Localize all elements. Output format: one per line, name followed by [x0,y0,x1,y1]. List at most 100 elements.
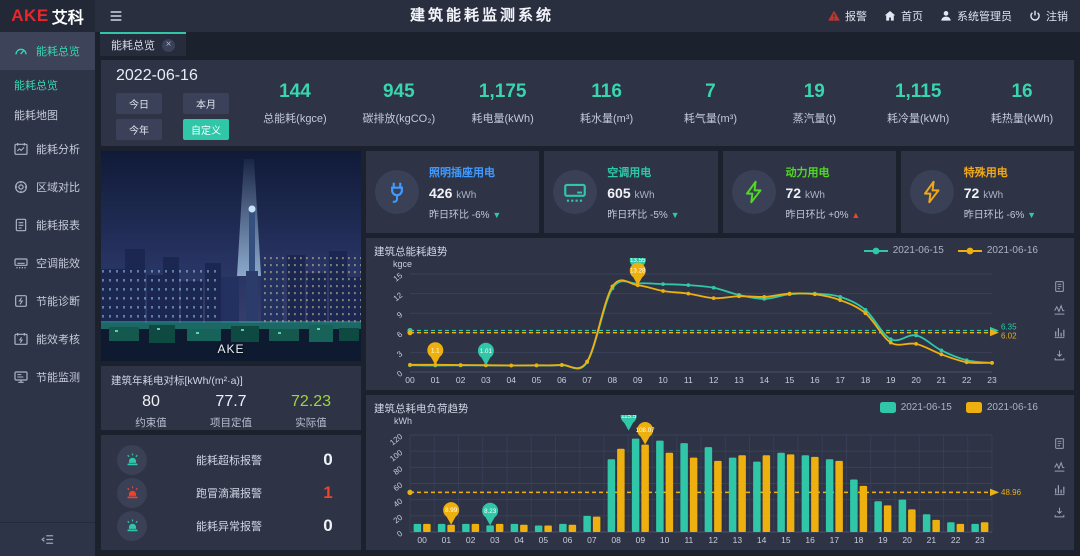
brand-logo: AKE 艾科 [0,0,95,32]
svg-text:14: 14 [760,375,770,385]
usage-cards-row: 照明插座用电 426 kWh 昨日环比 -6% ▼ 空调用电 605 kWh 昨日环比 -… [366,151,1074,233]
svg-text:20: 20 [911,375,921,385]
sidebar-subitem-1[interactable]: 能耗地图 [14,110,58,122]
legend-item-2021-06-16[interactable]: 2021-06-16 [965,402,1038,413]
bar-2021-06-16-16 [811,456,819,532]
usage-card-value: 72 kWh [963,184,1004,201]
bar-2021-06-15-21 [922,514,931,532]
marker-label: 13.28 [630,268,646,275]
sidebar-item-5[interactable]: 节能诊断 [0,282,95,320]
stat-value: 144 [279,80,311,102]
tab-energy-overview[interactable]: 能耗总览 × [100,32,186,56]
hamburger-menu-icon[interactable] [95,0,137,32]
usage-card-title: 特殊用电 [963,166,1008,179]
bar-switch-icon[interactable] [1053,483,1066,496]
period-button-0[interactable]: 今日 [116,92,162,114]
sidebar-item-1[interactable]: 能耗分析 [0,130,95,168]
topnav-item-2[interactable]: 系统管理员 [939,8,1012,24]
sidebar-item-3[interactable]: 能耗报表 [0,206,95,244]
save-image-icon[interactable] [1053,506,1066,519]
legend-item-2021-06-16[interactable]: 2021-06-16 [957,245,1038,256]
sidebar-item-2[interactable]: 区域对比 [0,168,95,206]
bar-2021-06-15-10 [656,440,664,532]
monitor-eco-icon [14,371,28,383]
svg-text:3: 3 [395,349,404,359]
marker-label: 1.01 [480,348,493,355]
stat-value: 945 [382,80,415,102]
alarm-count: 0 [323,515,333,535]
svg-text:14: 14 [757,535,767,545]
legend-item-2021-06-15[interactable]: 2021-06-15 [863,245,944,256]
bar-2021-06-16-06 [568,524,577,532]
stat-label: 耗水量(m³) [579,112,634,125]
sidebar-item-label: 空调能效 [36,258,80,270]
usage-card-1[interactable]: 空调用电 605 kWh 昨日环比 -5% ▼ [544,151,718,233]
gauge-icon [15,48,27,55]
bar-2021-06-16-15 [786,454,795,532]
topnav-item-1[interactable]: 首页 [883,8,923,24]
stat-value: 16 [1011,80,1033,102]
usage-card-value: 605 kWh [607,184,655,201]
assess-icon [14,333,28,345]
sidebar-item-label: 区域对比 [36,182,80,194]
svg-text:120: 120 [388,432,404,448]
alarm-row-2: 能耗异常报警 0 [117,510,345,541]
line-chart-title: 建筑总能耗趋势 [374,246,448,258]
svg-text:18: 18 [854,535,864,545]
sidebar-item-6[interactable]: 能效考核 [0,320,95,358]
bar-2021-06-15-01 [437,523,446,532]
legend-item-2021-06-15[interactable]: 2021-06-15 [879,402,952,413]
svg-text:08: 08 [611,535,621,545]
bar-2021-06-16-11 [689,457,698,532]
marker-label: 8.99 [445,507,458,514]
alarm-row-1: 跑冒滴漏报警 1 [117,477,345,508]
sidebar-item-7[interactable]: 节能监测 [0,358,95,396]
sidebar-subitem-0[interactable]: 能耗总览 [14,80,58,92]
collapse-icon [41,535,54,544]
topnav-item-0[interactable]: 报警 [827,8,867,24]
alarm-label: 跑冒滴漏报警 [196,487,262,500]
marker-balloon [629,262,646,286]
svg-text:23: 23 [987,375,997,385]
stat-label: 耗气量(m³) [683,112,738,125]
hvac-icon [14,258,28,269]
sidebar-collapse-toggle[interactable] [0,522,95,556]
usage-card-3[interactable]: 特殊用电 72 kWh 昨日环比 -6% ▼ [900,151,1074,233]
alarm-label: 能耗超标报警 [196,454,262,467]
period-button-2[interactable]: 今年 [116,118,162,140]
usage-card-2[interactable]: 动力用电 72 kWh 昨日环比 +0% ▲ [722,151,896,233]
stat-2: 1,175 耗电量(kWh) [451,81,555,126]
bar-2021-06-15-16 [801,455,810,532]
save-image-icon [1054,350,1065,361]
data-view-icon[interactable] [1053,437,1066,450]
bolt-icon [745,180,761,204]
svg-text:60: 60 [392,480,405,493]
period-button-3[interactable]: 自定义 [183,118,229,140]
usage-card-0[interactable]: 照明插座用电 426 kWh 昨日环比 -6% ▼ [366,151,540,233]
sidebar-item-0[interactable]: 能耗总览 [0,32,95,70]
topnav-item-3[interactable]: 注销 [1028,8,1068,24]
bar-2021-06-15-00 [413,523,422,532]
data-view-icon[interactable] [1053,280,1066,293]
bar-2021-06-16-00 [423,523,431,532]
bar-switch-icon[interactable] [1053,326,1066,339]
bar-2021-06-15-06 [559,523,567,532]
sidebar-item-4[interactable]: 空调能效 [0,244,95,282]
alarm-label: 能耗异常报警 [196,520,262,533]
marker-balloon [443,502,460,525]
save-image-icon[interactable] [1053,349,1066,362]
period-button-1[interactable]: 本月 [183,92,229,114]
svg-text:16: 16 [805,535,815,545]
svg-text:10: 10 [658,375,668,385]
tab-close-icon[interactable]: × [162,38,175,52]
bar-2021-06-16-03 [495,523,504,532]
svg-text:01: 01 [431,375,441,385]
stat-5: 19 蒸汽量(t) [762,81,866,126]
svg-text:12: 12 [708,535,718,545]
usage-card-compare: 昨日环比 -5% ▼ [607,209,680,221]
line-switch-icon[interactable] [1053,303,1066,316]
line-switch-icon[interactable] [1053,460,1066,473]
sidebar-item-label: 能效考核 [36,334,80,346]
